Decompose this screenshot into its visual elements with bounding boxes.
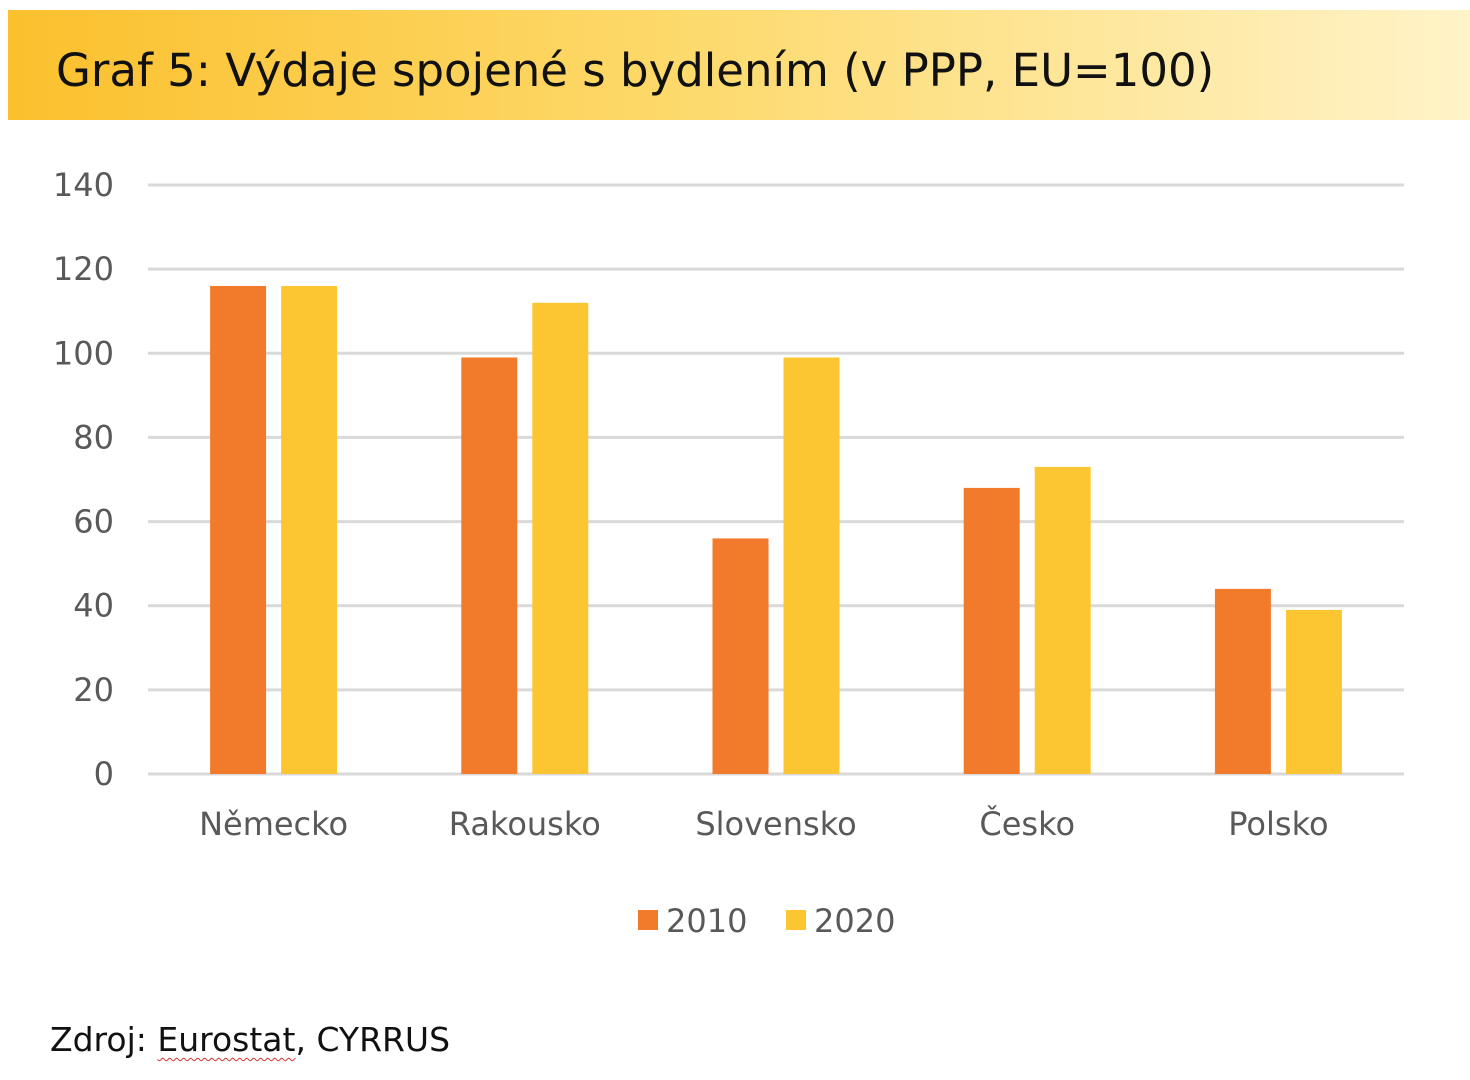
y-axis-ticks: 0 20 40 60 80 100 120 140 — [53, 166, 114, 793]
source-prefix: Zdroj: — [50, 1020, 158, 1059]
legend-label-2010: 2010 — [666, 902, 747, 940]
bar-2010-2 — [712, 538, 769, 774]
y-tick-label: 60 — [73, 503, 114, 541]
bar-2020-1 — [532, 302, 589, 774]
y-tick-label: 120 — [53, 250, 114, 288]
x-category-label: Rakousko — [449, 805, 601, 843]
bar-2020-0 — [281, 285, 338, 774]
bar-2010-3 — [963, 487, 1020, 774]
bar-2010-4 — [1214, 588, 1271, 774]
y-tick-label: 40 — [73, 587, 114, 625]
legend-label-2020: 2020 — [814, 902, 895, 940]
y-tick-label: 140 — [53, 166, 114, 204]
gridlines — [148, 183, 1404, 776]
x-axis-labels: Německo Rakousko Slovensko Česko Polsko — [199, 804, 1328, 843]
bar-2020-3 — [1034, 466, 1091, 774]
x-category-label: Polsko — [1228, 805, 1328, 843]
x-category-label: Slovensko — [695, 805, 856, 843]
bar-2020-2 — [783, 357, 840, 774]
y-tick-label: 20 — [73, 671, 114, 709]
y-tick-label: 100 — [53, 334, 114, 372]
bar-2010-0 — [210, 285, 267, 774]
y-tick-label: 0 — [94, 755, 114, 793]
y-tick-label: 80 — [73, 418, 114, 456]
bar-2020-4 — [1285, 609, 1342, 774]
chart-title: Graf 5: Výdaje spojené s bydlením (v PPP… — [56, 44, 1215, 97]
bar-2010-1 — [461, 357, 518, 774]
source-link: Eurostat — [157, 1020, 296, 1059]
title-banner: Graf 5: Výdaje spojené s bydlením (v PPP… — [8, 10, 1470, 120]
source-suffix: , CYRRUS — [295, 1020, 451, 1059]
source-note: Zdroj: Eurostat, CYRRUS — [50, 1020, 450, 1059]
x-category-label: Česko — [979, 804, 1075, 843]
legend: 2010 2020 — [638, 902, 895, 940]
x-category-label: Německo — [199, 805, 348, 843]
legend-swatch-2010 — [638, 910, 658, 930]
legend-swatch-2020 — [786, 910, 806, 930]
bars — [210, 285, 1342, 774]
